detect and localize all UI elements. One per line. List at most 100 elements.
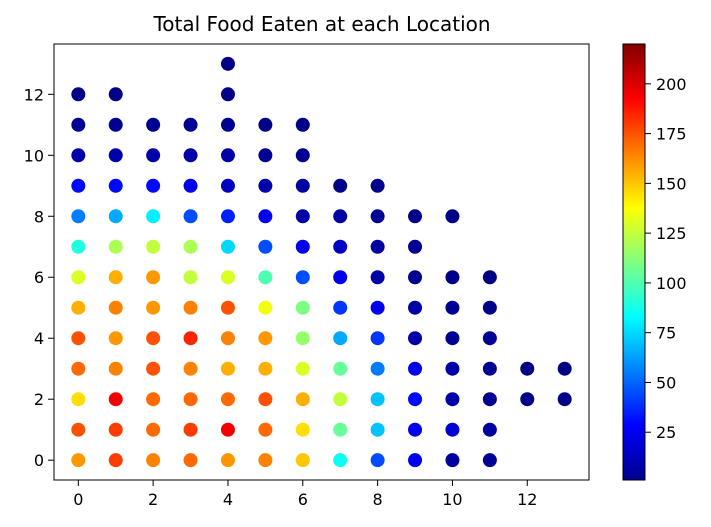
y-tick-label: 2 — [34, 390, 44, 409]
data-point — [333, 453, 348, 468]
data-point — [71, 239, 86, 254]
data-point — [108, 422, 123, 437]
data-point — [258, 453, 273, 468]
data-point — [220, 331, 235, 346]
data-point — [146, 453, 161, 468]
data-point — [408, 392, 423, 407]
data-point — [520, 361, 535, 376]
data-point — [183, 422, 198, 437]
data-point — [71, 117, 86, 132]
data-point — [183, 300, 198, 315]
data-point — [295, 117, 310, 132]
data-point — [333, 270, 348, 285]
data-point — [482, 331, 497, 346]
data-point — [295, 392, 310, 407]
colorbar-tick-label: 125 — [656, 224, 687, 243]
data-point — [408, 422, 423, 437]
y-tick-label: 12 — [24, 85, 44, 104]
x-tick-label: 2 — [148, 490, 158, 509]
colorbar-tick-label: 200 — [656, 75, 687, 94]
data-point — [258, 117, 273, 132]
x-tick-label: 12 — [517, 490, 537, 509]
data-point — [370, 270, 385, 285]
data-point — [408, 239, 423, 254]
data-point — [183, 178, 198, 193]
data-point — [482, 392, 497, 407]
data-point — [146, 331, 161, 346]
data-point — [220, 453, 235, 468]
data-point — [482, 422, 497, 437]
data-point — [295, 300, 310, 315]
data-point — [333, 209, 348, 224]
data-point — [146, 239, 161, 254]
data-point — [295, 453, 310, 468]
x-tick-label: 8 — [373, 490, 383, 509]
y-tick-label: 0 — [34, 451, 44, 470]
data-point — [146, 422, 161, 437]
data-point — [445, 361, 460, 376]
colorbar-tick-label: 25 — [656, 423, 676, 442]
data-point — [557, 361, 572, 376]
data-point — [146, 209, 161, 224]
data-point — [183, 453, 198, 468]
data-point — [220, 117, 235, 132]
y-tick-label: 4 — [34, 329, 44, 348]
data-point — [370, 178, 385, 193]
data-point — [71, 209, 86, 224]
data-point — [408, 300, 423, 315]
data-point — [295, 178, 310, 193]
data-point — [370, 209, 385, 224]
data-point — [333, 239, 348, 254]
data-point — [370, 422, 385, 437]
data-point — [445, 300, 460, 315]
data-point — [108, 117, 123, 132]
data-point — [183, 239, 198, 254]
data-point — [220, 270, 235, 285]
x-tick-label: 6 — [298, 490, 308, 509]
colorbar-tick-label: 50 — [656, 373, 676, 392]
data-point — [258, 178, 273, 193]
data-point — [258, 300, 273, 315]
data-point — [295, 239, 310, 254]
data-point — [146, 392, 161, 407]
data-point — [408, 453, 423, 468]
data-point — [71, 361, 86, 376]
data-point — [108, 453, 123, 468]
colorbar-tick-label: 150 — [656, 174, 687, 193]
data-point — [258, 331, 273, 346]
data-point — [220, 239, 235, 254]
data-point — [146, 178, 161, 193]
data-point — [295, 422, 310, 437]
plot-frame — [53, 43, 590, 481]
data-point — [183, 270, 198, 285]
data-point — [71, 87, 86, 102]
data-point — [183, 148, 198, 163]
colorbar-tick-label: 175 — [656, 125, 687, 144]
data-point — [71, 422, 86, 437]
data-point — [108, 209, 123, 224]
data-point — [108, 148, 123, 163]
data-point — [445, 392, 460, 407]
data-point — [108, 270, 123, 285]
data-point — [220, 87, 235, 102]
data-point — [408, 209, 423, 224]
data-point — [258, 148, 273, 163]
data-point — [146, 117, 161, 132]
data-point — [258, 209, 273, 224]
data-point — [557, 392, 572, 407]
data-point — [108, 239, 123, 254]
data-point — [71, 178, 86, 193]
data-point — [71, 453, 86, 468]
data-point — [295, 361, 310, 376]
data-point — [220, 148, 235, 163]
data-point — [370, 392, 385, 407]
x-tick-label: 4 — [223, 490, 233, 509]
data-point — [370, 331, 385, 346]
y-tick-label: 10 — [24, 146, 44, 165]
data-point — [71, 148, 86, 163]
data-point — [71, 331, 86, 346]
data-point — [183, 361, 198, 376]
chart-title: Total Food Eaten at each Location — [152, 12, 490, 36]
data-point — [220, 178, 235, 193]
data-point — [445, 422, 460, 437]
